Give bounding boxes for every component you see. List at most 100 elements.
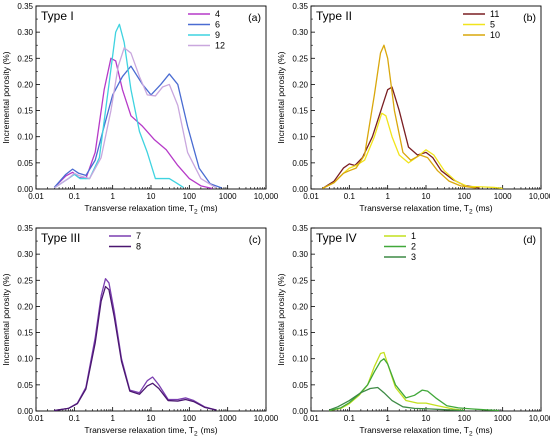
y-tick-label: 0.35 — [292, 224, 308, 233]
x-tick-label: 0.01 — [28, 414, 44, 423]
legend-label: 9 — [215, 30, 220, 40]
x-axis-label: Transverse relaxation time, T2 (ms) — [359, 203, 492, 216]
legend: 123 — [384, 231, 416, 262]
y-axis-label: Incremental porosity (%) — [1, 273, 11, 365]
legend-label: 3 — [411, 252, 416, 262]
y-tick-label: 0.25 — [292, 276, 308, 285]
panel-title: Type II — [316, 9, 352, 23]
y-tick-label: 0.20 — [292, 302, 308, 311]
y-tick-label: 0.00 — [292, 185, 308, 194]
y-tick-label: 0.10 — [292, 355, 308, 364]
y-tick-label: 0.00 — [17, 185, 33, 194]
y-axis-label: Incremental porosity (%) — [276, 273, 286, 365]
x-tick-label: 10,000 — [254, 192, 279, 201]
y-tick-label: 0.35 — [17, 2, 33, 11]
x-tick-label: 10 — [147, 414, 156, 423]
y-tick-label: 0.25 — [292, 54, 308, 63]
x-axis: 0.01 0.1 1 10 100 1000 10,000 — [303, 407, 550, 423]
x-tick-label: 1000 — [219, 414, 237, 423]
x-tick-label: 1000 — [494, 192, 512, 201]
y-tick-label: 0.15 — [292, 329, 308, 338]
panel-title: Type I — [41, 9, 74, 23]
x-axis-label: Transverse relaxation time, T2 (ms) — [359, 425, 492, 438]
series-line-3 — [329, 386, 465, 412]
x-tick-label: 10 — [147, 192, 156, 201]
y-tick-label: 0.25 — [17, 276, 33, 285]
x-axis: 0.01 0.1 1 10 100 1000 10,000 — [28, 185, 279, 201]
y-axis: 0.00 0.05 0.10 0.15 0.20 0.25 0.30 0.35 — [292, 224, 315, 416]
legend-label: 4 — [215, 9, 220, 19]
plot-frame — [310, 227, 542, 412]
series-line-4 — [53, 57, 213, 190]
y-tick-label: 0.35 — [17, 224, 33, 233]
x-tick-label: 10 — [422, 414, 431, 423]
series-group — [329, 351, 499, 412]
legend-label: 12 — [215, 41, 225, 51]
y-tick-label: 0.20 — [292, 80, 308, 89]
x-tick-label: 0.1 — [69, 414, 81, 423]
x-tick-label: 1 — [110, 192, 115, 201]
x-axis-label: Transverse relaxation time, T2 (ms) — [84, 425, 217, 438]
series-group — [54, 278, 217, 412]
y-tick-label: 0.30 — [17, 28, 33, 37]
series-line-9 — [53, 23, 184, 189]
x-axis-label: Transverse relaxation time, T2 (ms) — [84, 203, 217, 216]
series-group — [53, 23, 222, 190]
legend-label: 11 — [490, 9, 499, 19]
panel-letter: (b) — [523, 12, 536, 24]
y-tick-label: 0.10 — [292, 133, 308, 142]
x-tick-label: 0.1 — [69, 192, 81, 201]
legend-label: 7 — [136, 231, 141, 241]
panel-letter: (d) — [523, 234, 536, 246]
x-tick-label: 0.01 — [303, 414, 319, 423]
series-line-1 — [329, 351, 465, 412]
x-tick-label: 1 — [110, 414, 115, 423]
series-line-6 — [53, 65, 222, 189]
legend-label: 8 — [136, 242, 141, 252]
x-tick-label: 1000 — [219, 192, 237, 201]
x-tick-label: 1000 — [494, 414, 512, 423]
chart-panel-2: 0.01 0.1 1 10 100 1000 10,000 0.00 0.05 0.10 0.15 0… — [276, 2, 550, 216]
y-tick-label: 0.10 — [17, 355, 33, 364]
y-tick-label: 0.05 — [292, 159, 308, 168]
y-tick-label: 0.15 — [17, 329, 33, 338]
x-tick-label: 100 — [183, 192, 197, 201]
y-tick-label: 0.15 — [292, 107, 308, 116]
panel-title: Type IV — [316, 231, 357, 245]
y-tick-label: 0.05 — [17, 159, 33, 168]
y-axis: 0.00 0.05 0.10 0.15 0.20 0.25 0.30 0.35 — [17, 2, 40, 194]
x-tick-label: 10 — [422, 192, 431, 201]
y-axis-label: Incremental porosity (%) — [276, 51, 286, 143]
y-tick-label: 0.30 — [17, 250, 33, 259]
x-axis: 0.01 0.1 1 10 100 1000 10,000 — [28, 407, 279, 423]
chart-panel-4: 0.010.1110100100010,0000.000.050.100.150… — [276, 224, 550, 438]
series-line-8 — [54, 285, 217, 412]
chart-panel-1: 0.01 0.1 1 10 100 1000 10,000 0.00 0.05 0.10 0.15 0… — [1, 2, 279, 216]
panel-letter: (a) — [248, 12, 261, 24]
y-tick-label: 0.10 — [17, 133, 33, 142]
y-axis: 0.00 0.05 0.10 0.15 0.20 0.25 0.30 0.35 — [292, 2, 315, 194]
legend-label: 1 — [411, 231, 416, 241]
x-axis: 0.01 0.1 1 10 100 1000 10,000 — [303, 185, 550, 201]
x-tick-label: 0.01 — [303, 192, 319, 201]
panel-title: Type III — [41, 231, 80, 245]
y-tick-label: 0.05 — [292, 381, 308, 390]
legend-label: 6 — [215, 20, 220, 30]
x-tick-label: 10,000 — [529, 192, 550, 201]
y-tick-label: 0.15 — [17, 107, 33, 116]
x-tick-label: 10,000 — [529, 414, 550, 423]
series-line-7 — [54, 278, 217, 412]
series-group — [322, 44, 503, 190]
series-line-11 — [322, 86, 480, 190]
x-tick-label: 0.01 — [28, 192, 44, 201]
x-tick-label: 100 — [458, 192, 472, 201]
chart-panel-3: 0.01 0.1 1 10 100 1000 10,0000.000.050.100.150… — [1, 224, 279, 438]
x-tick-label: 1 — [385, 192, 390, 201]
y-tick-label: 0.20 — [17, 302, 33, 311]
series-line-10 — [322, 44, 476, 190]
x-tick-label: 0.1 — [344, 414, 356, 423]
legend: 78 — [109, 231, 141, 252]
x-tick-label: 0.1 — [344, 192, 356, 201]
